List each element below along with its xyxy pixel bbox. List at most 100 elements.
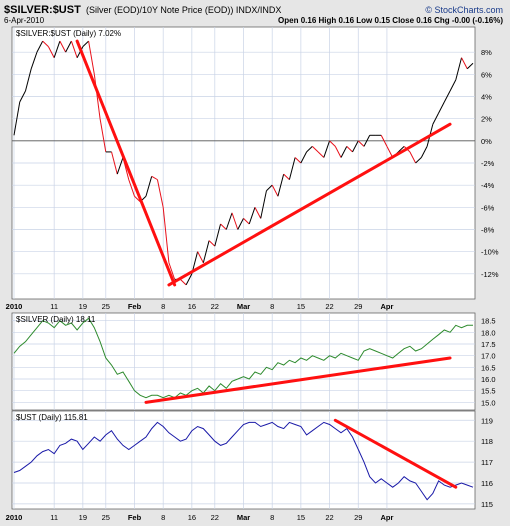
ratio-y-tick-label: -8% — [481, 226, 495, 235]
ratio-series-segment — [461, 57, 468, 70]
x-tick-label: 8 — [161, 513, 165, 522]
ratio-series-segment — [438, 101, 445, 114]
ratio-series-segment — [225, 212, 233, 230]
x-tick-label: 22 — [325, 302, 333, 311]
silver-y-tick-label: 16.0 — [481, 375, 496, 384]
ratio-series-segment — [47, 46, 55, 58]
ratio-series-segment — [237, 218, 244, 230]
ratio-y-tick-label: 4% — [481, 93, 492, 102]
ratio-series-segment — [30, 52, 38, 69]
ratio-series-segment — [36, 40, 44, 53]
x-tick-label: 16 — [188, 302, 196, 311]
ratio-series-segment — [19, 90, 26, 103]
ratio-series-segment — [288, 157, 296, 180]
x-tick-label: 22 — [211, 513, 219, 522]
ratio-series-segment — [145, 176, 153, 197]
ratio-y-tick-label: -2% — [481, 159, 495, 168]
x-tick-label: Apr — [380, 302, 393, 311]
ratio-series-segment — [340, 146, 348, 158]
ratio-series-segment — [231, 212, 239, 230]
x-tick-label: 29 — [354, 513, 362, 522]
ust-panel-title: $UST (Daily) 115.81 — [16, 413, 88, 422]
ratio-y-tick-label: -10% — [481, 248, 499, 257]
ratio-series-segment — [156, 179, 164, 208]
silver-panel-title: $SILVER (Daily) 18.11 — [16, 315, 96, 324]
silver-trendline — [144, 356, 452, 404]
ratio-series-segment — [415, 157, 422, 164]
x-axis-bottom: 2010 11 19 25 Feb 8 16 22 Mar 8 15 22 29 Apr — [6, 513, 394, 522]
ratio-panel-title: $SILVER:$UST (Daily) 7.02% — [16, 29, 121, 38]
ratio-series-segment — [271, 184, 279, 197]
ratio-series-segment — [202, 240, 210, 263]
x-tick-label: Mar — [237, 302, 250, 311]
x-tick-label: 16 — [188, 513, 196, 522]
x-tick-label: 15 — [297, 302, 305, 311]
ratio-series-segment — [266, 184, 273, 192]
ratio-trendline — [167, 122, 452, 287]
ratio-series-segment — [24, 68, 32, 92]
x-tick-label: 8 — [161, 302, 165, 311]
ratio-series-segment — [93, 74, 101, 119]
chart-date: 6-Apr-2010 — [4, 16, 45, 25]
x-tick-label: 29 — [354, 302, 362, 311]
x-tick-label: 11 — [50, 513, 58, 522]
x-tick-label: Feb — [128, 302, 142, 311]
ratio-series-segment — [277, 173, 285, 197]
x-tick-label: 19 — [79, 302, 87, 311]
ratio-series-segment — [334, 146, 342, 158]
ratio-y-tick-label: -6% — [481, 203, 495, 212]
ratio-series-segment — [466, 62, 474, 70]
x-tick-label: 8 — [270, 513, 274, 522]
ratio-y-tick-label: 2% — [481, 115, 492, 124]
ratio-series-segment — [329, 140, 336, 147]
ratio-series-segment — [116, 157, 124, 175]
ratio-series-segment — [357, 140, 365, 147]
ratio-panel: 8% 6% 4% 2% 0% -2% -4% -6% -8% -10% -12% $SILVER:$… — [11, 26, 499, 300]
ust-trendline — [333, 418, 458, 489]
ratio-y-tick-label: 0% — [481, 137, 492, 146]
watermark: © StockCharts.com — [425, 5, 503, 15]
silver-y-tick-label: 15.5 — [481, 387, 496, 396]
ust-y-tick-label: 115 — [481, 500, 493, 509]
ratio-series-segment — [312, 146, 319, 153]
ratio-series-segment — [128, 179, 135, 197]
ratio-series-segment — [260, 190, 267, 219]
ratio-series-segment — [99, 118, 107, 153]
ratio-series-segment — [168, 262, 176, 280]
ratio-series-segment — [185, 273, 193, 286]
ratio-series-segment — [13, 101, 21, 136]
ratio-series-segment — [420, 146, 428, 158]
ratio-series-segment — [449, 79, 457, 92]
ratio-trendline — [75, 39, 177, 287]
ratio-series-segment — [306, 146, 313, 153]
ratio-series-segment — [243, 218, 250, 225]
x-tick-label: 22 — [211, 302, 219, 311]
ratio-series-segment — [88, 40, 95, 75]
ratio-series-segment — [455, 57, 463, 81]
ratio-series-segment — [323, 140, 331, 158]
ratio-series-segment — [317, 151, 325, 158]
silver-y-tick-label: 18.0 — [481, 328, 496, 337]
ratio-series-segment — [180, 279, 187, 286]
ratio-series-segment — [82, 40, 89, 47]
x-tick-label: Feb — [128, 513, 142, 522]
ust-y-tick-label: 118 — [481, 437, 493, 446]
x-tick-label: Mar — [237, 513, 250, 522]
ratio-series-segment — [59, 40, 67, 53]
silver-y-tick-label: 16.5 — [481, 363, 496, 372]
ratio-y-tick-label: 8% — [481, 48, 492, 57]
ratio-series-segment — [65, 40, 72, 53]
ust-series-line — [13, 421, 474, 501]
ust-panel: 119 118 117 116 115 $UST (Daily) 115.81 — [11, 410, 493, 510]
silver-series-line — [13, 317, 473, 399]
ratio-series-segment — [443, 90, 451, 103]
x-tick-label: Apr — [380, 513, 393, 522]
ratio-series-segment — [42, 40, 49, 47]
ratio-y-tick-label: -12% — [481, 270, 499, 279]
ratio-series-segment — [409, 151, 417, 164]
ratio-series-segment — [248, 207, 256, 225]
ratio-series-segment — [380, 135, 388, 147]
silver-y-tick-label: 17.5 — [481, 340, 496, 349]
